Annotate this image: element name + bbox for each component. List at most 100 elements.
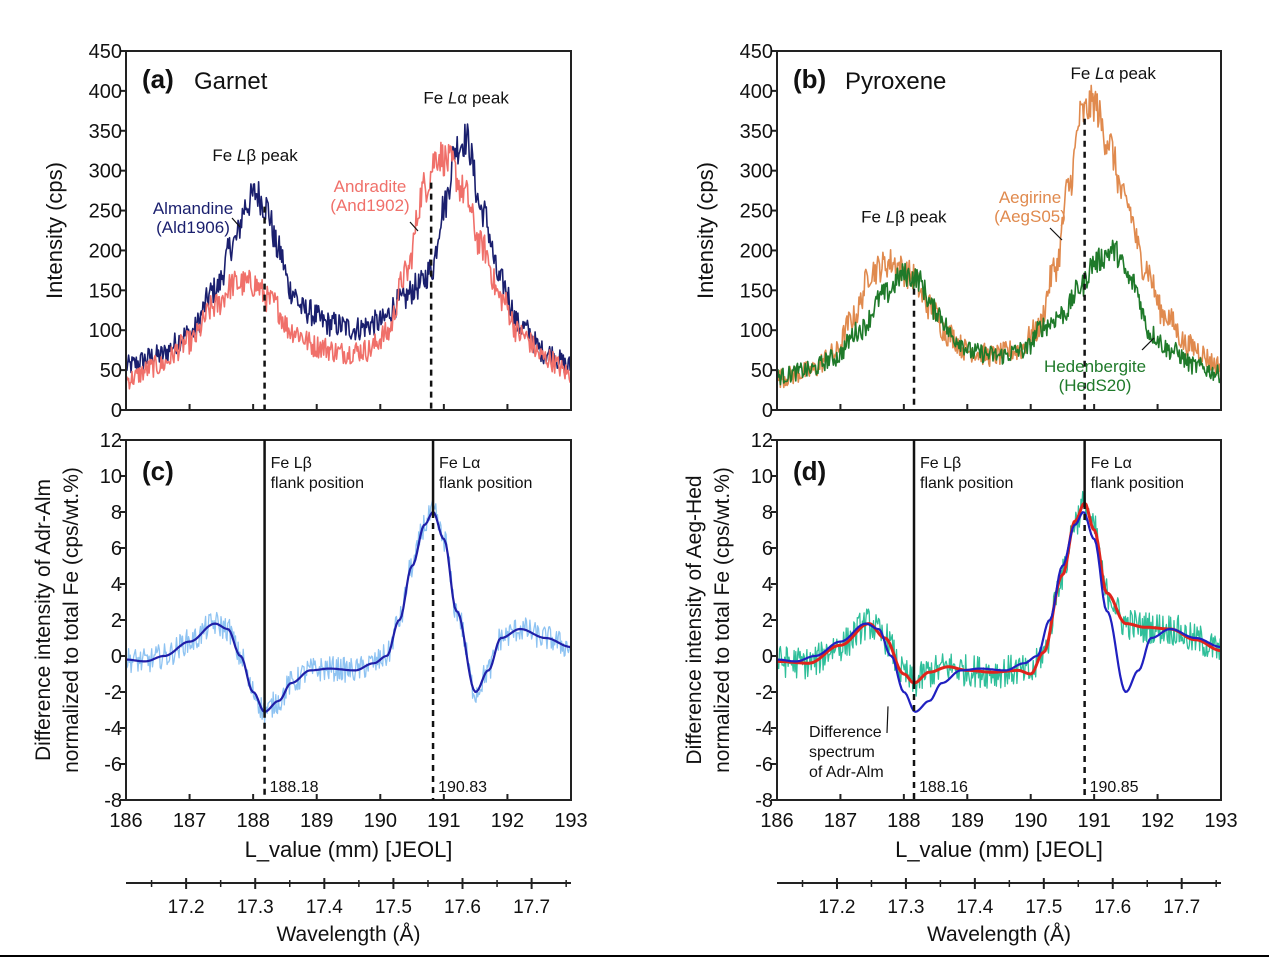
y-tick-label: 450: [89, 41, 122, 63]
x-tick-label: 192: [491, 810, 524, 832]
series-line-aegirine-aegs05-: [777, 84, 1221, 389]
wavelength-tick-label: 17.3: [887, 897, 924, 918]
y-tick-label: 300: [89, 161, 122, 183]
difference-spectrum-annotation: Difference: [809, 724, 882, 741]
x-tick-label: 187: [824, 810, 857, 832]
series-label-leader: [1049, 227, 1063, 241]
x-tick-label: 193: [554, 810, 587, 832]
series-line-almandine-ald1906-: [126, 123, 571, 375]
panel-title: Pyroxene: [845, 68, 946, 95]
y-tick-label: -4: [755, 718, 773, 740]
y-axis-label: Intensity (cps): [693, 162, 718, 299]
wavelength-tick-label: 17.4: [956, 897, 993, 918]
y-tick-label: 0: [762, 646, 773, 668]
panel-label: (d): [793, 456, 826, 486]
y-axis-label: Difference intensity of Adr-Alm: [32, 479, 55, 761]
y-tick-label: 250: [740, 201, 773, 223]
x-axis-label: L_value (mm) [JEOL]: [245, 837, 453, 862]
y-tick-label: -4: [104, 718, 122, 740]
y-tick-label: 400: [89, 81, 122, 103]
panel-label: (b): [793, 64, 826, 94]
y-tick-label: 2: [762, 610, 773, 632]
series-label: Andradite: [334, 177, 407, 196]
reference-value-label: 190.85: [1090, 779, 1139, 796]
y-tick-label: 12: [751, 430, 773, 452]
panel-title: Garnet: [194, 68, 268, 95]
y-tick-label: 200: [740, 240, 773, 262]
x-tick-label: 191: [1077, 810, 1110, 832]
y-tick-label: 200: [89, 240, 122, 262]
y-tick-label: 300: [740, 161, 773, 183]
peak-annotation: Fe Lβ peak: [212, 146, 298, 165]
wavelength-tick-label: 17.7: [1163, 897, 1200, 918]
y-tick-label: 6: [111, 538, 122, 560]
difference-spectrum-annotation: of Adr-Alm: [809, 764, 884, 781]
plot-frame: [125, 50, 572, 411]
series-group: [126, 500, 571, 724]
y-axis-label: Difference intensity of Aeg-Hed: [683, 475, 706, 764]
y-tick-label: 50: [100, 360, 122, 382]
series-label-leader: [1141, 337, 1155, 351]
y-tick-label: -2: [104, 682, 122, 704]
x-tick-label: 189: [300, 810, 333, 832]
flank-position-annotation: Fe Lβ: [271, 455, 312, 472]
y-tick-label: -8: [755, 790, 773, 812]
series-group: [777, 84, 1221, 389]
chart-panel-a: 0 50 100 150 200 250 300 350 400 450 Intensity (cp…: [42, 41, 572, 422]
plot-frame: [125, 439, 572, 801]
y-tick-label: 350: [740, 121, 773, 143]
difference-spectrum-annotation: spectrum: [809, 744, 875, 761]
x-tick-label: 190: [1014, 810, 1047, 832]
peak-annotation: Fe Lα peak: [1070, 64, 1156, 83]
y-tick-label: 2: [111, 610, 122, 632]
peak-annotation: Fe Lα peak: [423, 89, 509, 108]
y-tick-label: 8: [111, 502, 122, 524]
y-tick-label: 4: [762, 574, 773, 596]
y-axis-label: Intensity (cps): [42, 162, 67, 299]
x-tick-label: 188: [236, 810, 269, 832]
flank-position-annotation: flank position: [439, 475, 532, 492]
x-tick-label: 191: [427, 810, 460, 832]
flank-position-annotation: flank position: [920, 475, 1013, 492]
x-tick-label: 188: [887, 810, 920, 832]
y-tick-label: 10: [751, 466, 773, 488]
series-group: [777, 487, 1221, 713]
wavelength-tick-label: 17.5: [375, 897, 412, 918]
y-tick-label: -6: [104, 754, 122, 776]
y-tick-label: -8: [104, 790, 122, 812]
series-label: Aegirine: [999, 188, 1061, 207]
y-tick-label: 0: [111, 646, 122, 668]
wavelength-tick-label: 17.3: [237, 897, 274, 918]
y-tick-label: 350: [89, 121, 122, 143]
wavelength-tick-label: 17.7: [513, 897, 550, 918]
reference-value-label: 188.18: [270, 779, 319, 796]
y-tick-label: 6: [762, 538, 773, 560]
y-tick-label: 50: [751, 360, 773, 382]
wavelength-tick-label: 17.6: [444, 897, 481, 918]
chart-panel-b: 0 50 100 150 200 250 300 350 400 450 Intensity (cp…: [693, 41, 1222, 422]
y-tick-label: 150: [740, 280, 773, 302]
series-line-aeg-hed-difference-raw-: [777, 487, 1221, 697]
x-tick-label: 189: [951, 810, 984, 832]
y-tick-label: 0: [762, 400, 773, 422]
series-group: [126, 123, 571, 390]
y-tick-label: 100: [740, 320, 773, 342]
reference-value-label: 188.16: [919, 779, 968, 796]
x-tick-label: 187: [173, 810, 206, 832]
x-tick-label: 190: [364, 810, 397, 832]
reference-value-label: 190.83: [438, 779, 487, 796]
x-tick-label: 192: [1141, 810, 1174, 832]
series-label-leader: [231, 217, 241, 228]
series-label: Hedenbergite: [1044, 357, 1146, 376]
x-tick-label: 193: [1204, 810, 1237, 832]
wavelength-axis-label: Wavelength (Å): [277, 923, 421, 946]
y-axis-label: normalized to total Fe (cps/wt.%): [60, 467, 83, 773]
flank-position-annotation: flank position: [1091, 475, 1184, 492]
flank-position-annotation: flank position: [271, 475, 364, 492]
y-tick-label: 8: [762, 502, 773, 524]
y-tick-label: 100: [89, 320, 122, 342]
wavelength-tick-label: 17.5: [1025, 897, 1062, 918]
y-tick-label: 10: [100, 466, 122, 488]
